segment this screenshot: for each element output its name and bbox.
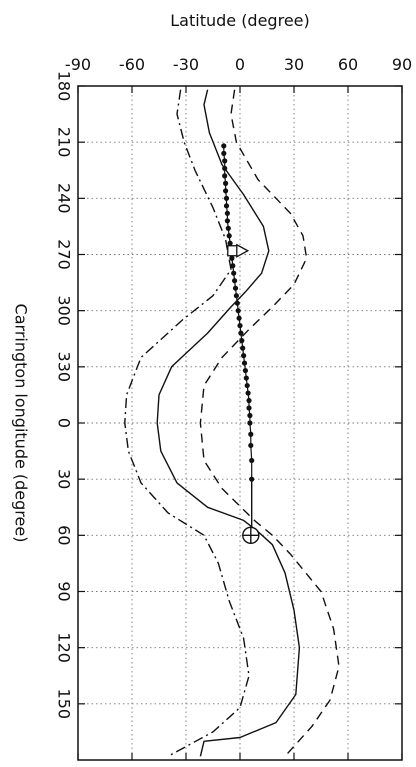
data-point xyxy=(249,457,255,464)
data-point xyxy=(223,195,230,201)
data-point xyxy=(238,330,244,336)
x-tick-label: 60 xyxy=(338,55,358,74)
data-point xyxy=(247,420,253,426)
y-tick-label: 150 xyxy=(55,689,74,720)
y-tick-label: 240 xyxy=(55,183,74,214)
data-point xyxy=(222,165,228,171)
y-tick-label: 300 xyxy=(55,295,74,326)
data-point xyxy=(235,308,241,314)
data-point xyxy=(226,233,232,239)
x-tick-label: 90 xyxy=(392,55,412,74)
y-tick-label: 30 xyxy=(55,469,74,489)
y-tick-label: 270 xyxy=(55,239,74,270)
data-point xyxy=(237,323,243,329)
data-point xyxy=(234,300,240,306)
x-tick-label: 0 xyxy=(235,55,245,74)
data-point xyxy=(236,315,242,321)
data-point xyxy=(243,375,249,381)
data-point xyxy=(233,293,239,299)
data-point xyxy=(232,278,238,284)
series-layer xyxy=(124,89,340,757)
data-point xyxy=(224,218,230,224)
circled-plus-marker xyxy=(242,526,260,545)
triangle-marker xyxy=(236,243,250,258)
tick-layer: -90 -60 -30 0 30 60 90 180 210 240 270 300 330 0 30 60 9… xyxy=(55,55,412,760)
series-line-dashed xyxy=(199,89,340,757)
x-tick-label: 30 xyxy=(284,55,304,74)
data-point xyxy=(248,442,254,449)
data-point xyxy=(248,431,254,437)
data-point xyxy=(223,188,229,194)
y-tick-label: 90 xyxy=(55,581,74,601)
data-point xyxy=(245,390,251,396)
x-axis-title: Latitude (degree) xyxy=(170,11,310,30)
data-point xyxy=(222,173,228,179)
x-tick-label: -90 xyxy=(65,55,91,74)
data-point xyxy=(223,180,229,186)
data-point xyxy=(246,397,252,404)
data-point xyxy=(225,225,231,231)
grid xyxy=(78,86,402,760)
data-point xyxy=(223,203,230,209)
data-point xyxy=(221,143,227,149)
y-tick-label: 60 xyxy=(55,525,74,545)
y-tick-label: 210 xyxy=(55,127,74,158)
data-point xyxy=(249,476,255,482)
marker-layer xyxy=(227,243,260,545)
y-tick-label: 120 xyxy=(55,632,74,663)
x-tick-label: -60 xyxy=(119,55,145,74)
y-axis-title: Carrington longitude (degree) xyxy=(12,304,31,543)
y-tick-label: 0 xyxy=(55,418,74,428)
data-point xyxy=(247,412,253,419)
data-point xyxy=(240,345,246,351)
data-point xyxy=(224,210,230,216)
data-point xyxy=(232,285,239,291)
data-point xyxy=(246,405,252,411)
y-tick-label: 330 xyxy=(55,352,74,383)
data-point xyxy=(244,382,250,389)
data-point xyxy=(242,367,248,374)
data-point xyxy=(227,240,233,246)
series-line-solid xyxy=(156,89,301,757)
data-point xyxy=(239,338,245,344)
x-tick-label: -30 xyxy=(173,55,199,74)
data-point xyxy=(231,270,237,276)
series-line-dashdot xyxy=(124,89,250,757)
data-point xyxy=(229,255,235,261)
y-tick-label: 180 xyxy=(55,71,74,102)
data-point xyxy=(241,353,247,359)
data-point xyxy=(221,150,227,156)
data-point xyxy=(230,263,236,269)
data-point xyxy=(222,158,228,164)
data-point xyxy=(241,360,248,366)
